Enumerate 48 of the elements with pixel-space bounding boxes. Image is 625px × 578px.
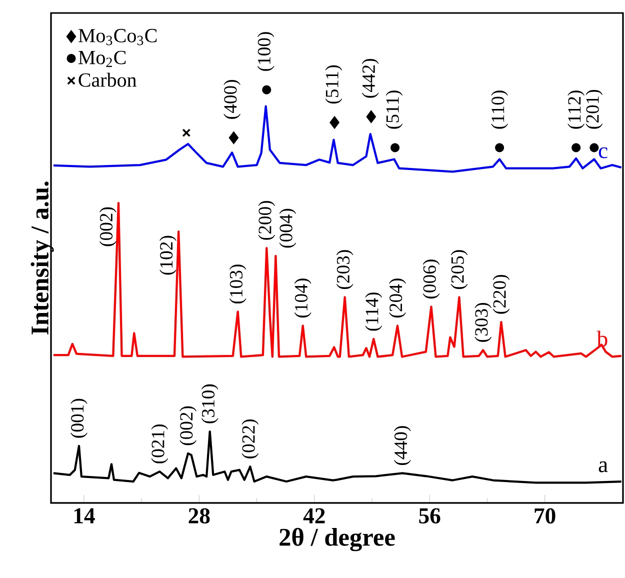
annotation: (112) [568,90,585,129]
annotation: (004) [279,208,296,248]
point [572,143,581,152]
annotation: (021) [151,424,168,464]
annotation: (200) [258,201,276,240]
annotation: (104) [294,278,312,318]
annotation: (100) [257,32,274,71]
annotation: (006) [422,260,440,298]
annotation: (022) [242,420,259,458]
point [262,85,272,94]
y-axis-title: Intensity / a.u. [30,182,54,335]
point [366,110,376,123]
annotation: (002) [99,207,116,246]
x-axis-title: 2θ / degree [280,528,395,552]
annotation: (442) [362,58,379,98]
annotation: (303) [474,303,492,342]
annotation: (400) [224,80,241,119]
annotation: (204) [389,278,406,318]
annotation: (002) [180,406,196,446]
annotation: (310) [201,384,218,424]
annotation: (511) [325,65,342,104]
annotation: (103) [229,264,246,304]
x-tick-label: 70 [534,508,556,524]
point [228,132,239,144]
annotation: (114) [365,292,382,331]
series-label: a [598,461,608,472]
x-tick-label: 14 [74,508,95,524]
annotation: (440) [394,426,411,465]
series-label: c [598,147,608,158]
point [495,143,504,152]
point [390,143,400,152]
annotation: (102) [160,236,176,275]
legend-label: Carbon [78,72,136,87]
x-tick-label: 56 [419,508,440,524]
legend-label: Mo$_{3}$Co$_{3}$C [78,28,157,46]
legend-label: Mo$_{2}$C [78,50,126,67]
point [590,143,599,152]
x-tick-label: 42 [303,508,325,524]
annotation: (511) [386,90,403,129]
annotation: (205) [450,250,468,289]
point [182,128,191,138]
annotation: (110) [491,90,508,129]
annotation: (220) [492,274,510,314]
annotation: (201) [586,90,603,129]
annotation: (203) [336,250,354,289]
x-tick-label: 28 [188,508,210,524]
point [330,116,340,129]
annotation: (001) [70,398,88,438]
